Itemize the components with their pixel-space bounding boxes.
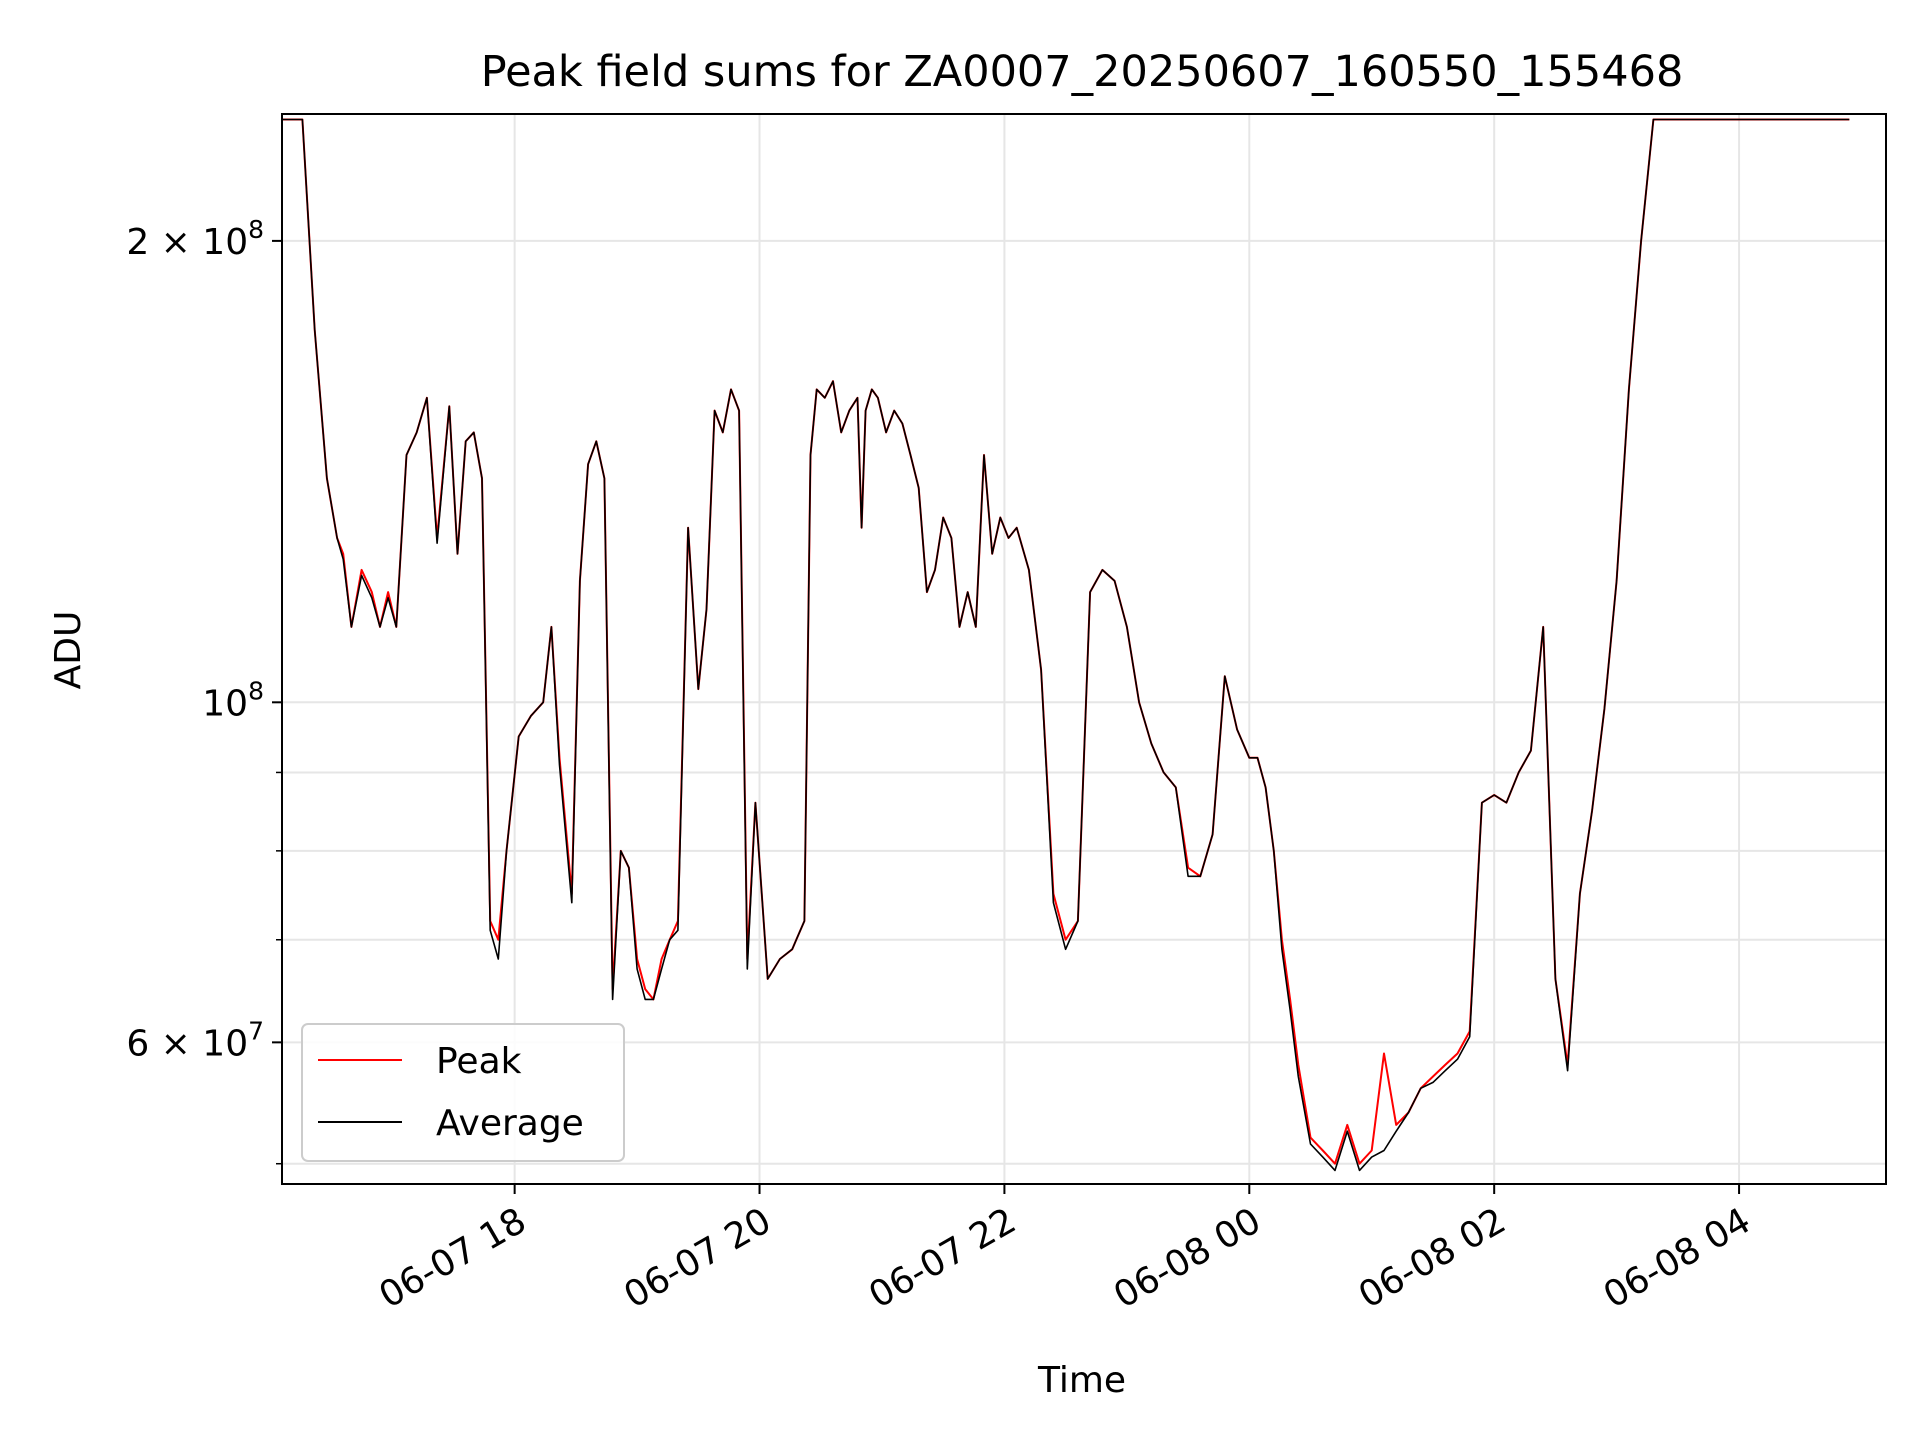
series-layer: [282, 118, 1850, 1172]
x-axis-label: Time: [1037, 1360, 1126, 1401]
legend[interactable]: Peak Average: [301, 1023, 625, 1162]
y-axis: 2 × 108 108 6 × 107: [126, 215, 282, 1165]
y-tick-label: 6 × 107: [126, 1016, 264, 1064]
y-tick-label: 2 × 108: [126, 215, 264, 263]
chart-title: Peak field sums for ZA0007_20250607_1605…: [481, 47, 1684, 97]
legend-label-peak: Peak: [436, 1041, 522, 1082]
legend-label-average: Average: [436, 1103, 584, 1144]
series-line-average: [282, 118, 1850, 1172]
y-tick-label: 108: [202, 676, 264, 724]
y-axis-label: ADU: [48, 611, 89, 690]
plot-frame: [281, 113, 1887, 1185]
legend-box: [301, 1023, 625, 1162]
